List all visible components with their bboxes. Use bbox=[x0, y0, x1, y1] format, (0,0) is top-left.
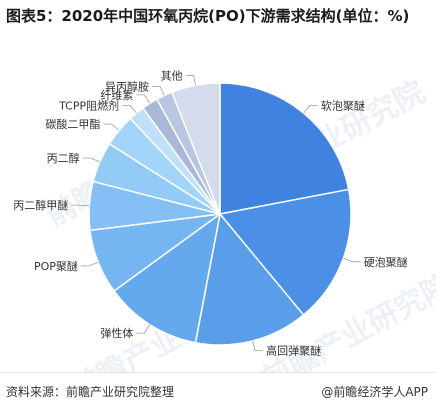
pie-slice bbox=[218, 188, 352, 316]
slice-label: 纤维素 bbox=[100, 89, 133, 102]
slice-label: 硬泡聚醚 bbox=[364, 255, 408, 269]
slice-label: TCPP阻燃剂 bbox=[58, 98, 119, 112]
leader-line bbox=[303, 105, 318, 114]
leader-line bbox=[152, 86, 165, 96]
slice-label: 丙二醇甲醚 bbox=[13, 198, 68, 212]
leader-line bbox=[252, 340, 264, 352]
pie-slice bbox=[219, 82, 350, 215]
leader-line bbox=[343, 258, 361, 263]
slice-label: 异丙醇胺 bbox=[105, 79, 149, 93]
slice-label: 碳酸二甲酯 bbox=[45, 117, 100, 131]
leader-line bbox=[103, 123, 120, 131]
slice-label: POP聚醚 bbox=[34, 259, 78, 273]
slice-label: 其他 bbox=[161, 70, 183, 83]
leader-line bbox=[185, 75, 196, 86]
leader-line bbox=[80, 261, 99, 267]
pie-slice bbox=[112, 212, 222, 344]
source-note: 资料来源：前瞻产业研究院整理 bbox=[6, 385, 175, 399]
leader-line bbox=[82, 157, 100, 163]
brand-note: @前瞻经济学人APP bbox=[321, 385, 428, 399]
leader-line bbox=[71, 204, 90, 207]
pie-slice bbox=[170, 82, 221, 215]
pie-chart: 前瞻产业研究院 前瞻产业研究院 前瞻产业研究院 前瞻产业研究院 软泡聚醚硬泡聚醚… bbox=[13, 70, 436, 373]
footer: 资料来源：前瞻产业研究院整理 @前瞻经济学人APP bbox=[0, 372, 436, 407]
pie-slice bbox=[194, 212, 305, 346]
slice-label: 高回弹聚醚 bbox=[266, 344, 321, 358]
chart-title: 图表5：2020年中国环氧丙烷(PO)下游需求结构(单位：%) bbox=[6, 7, 410, 25]
leader-line bbox=[122, 105, 137, 114]
slice-label: 软泡聚醚 bbox=[321, 98, 365, 112]
leader-line bbox=[136, 324, 151, 334]
slice-label: 丙二醇 bbox=[47, 151, 80, 165]
leader-line bbox=[136, 94, 151, 104]
slice-label: 弹性体 bbox=[100, 326, 133, 340]
